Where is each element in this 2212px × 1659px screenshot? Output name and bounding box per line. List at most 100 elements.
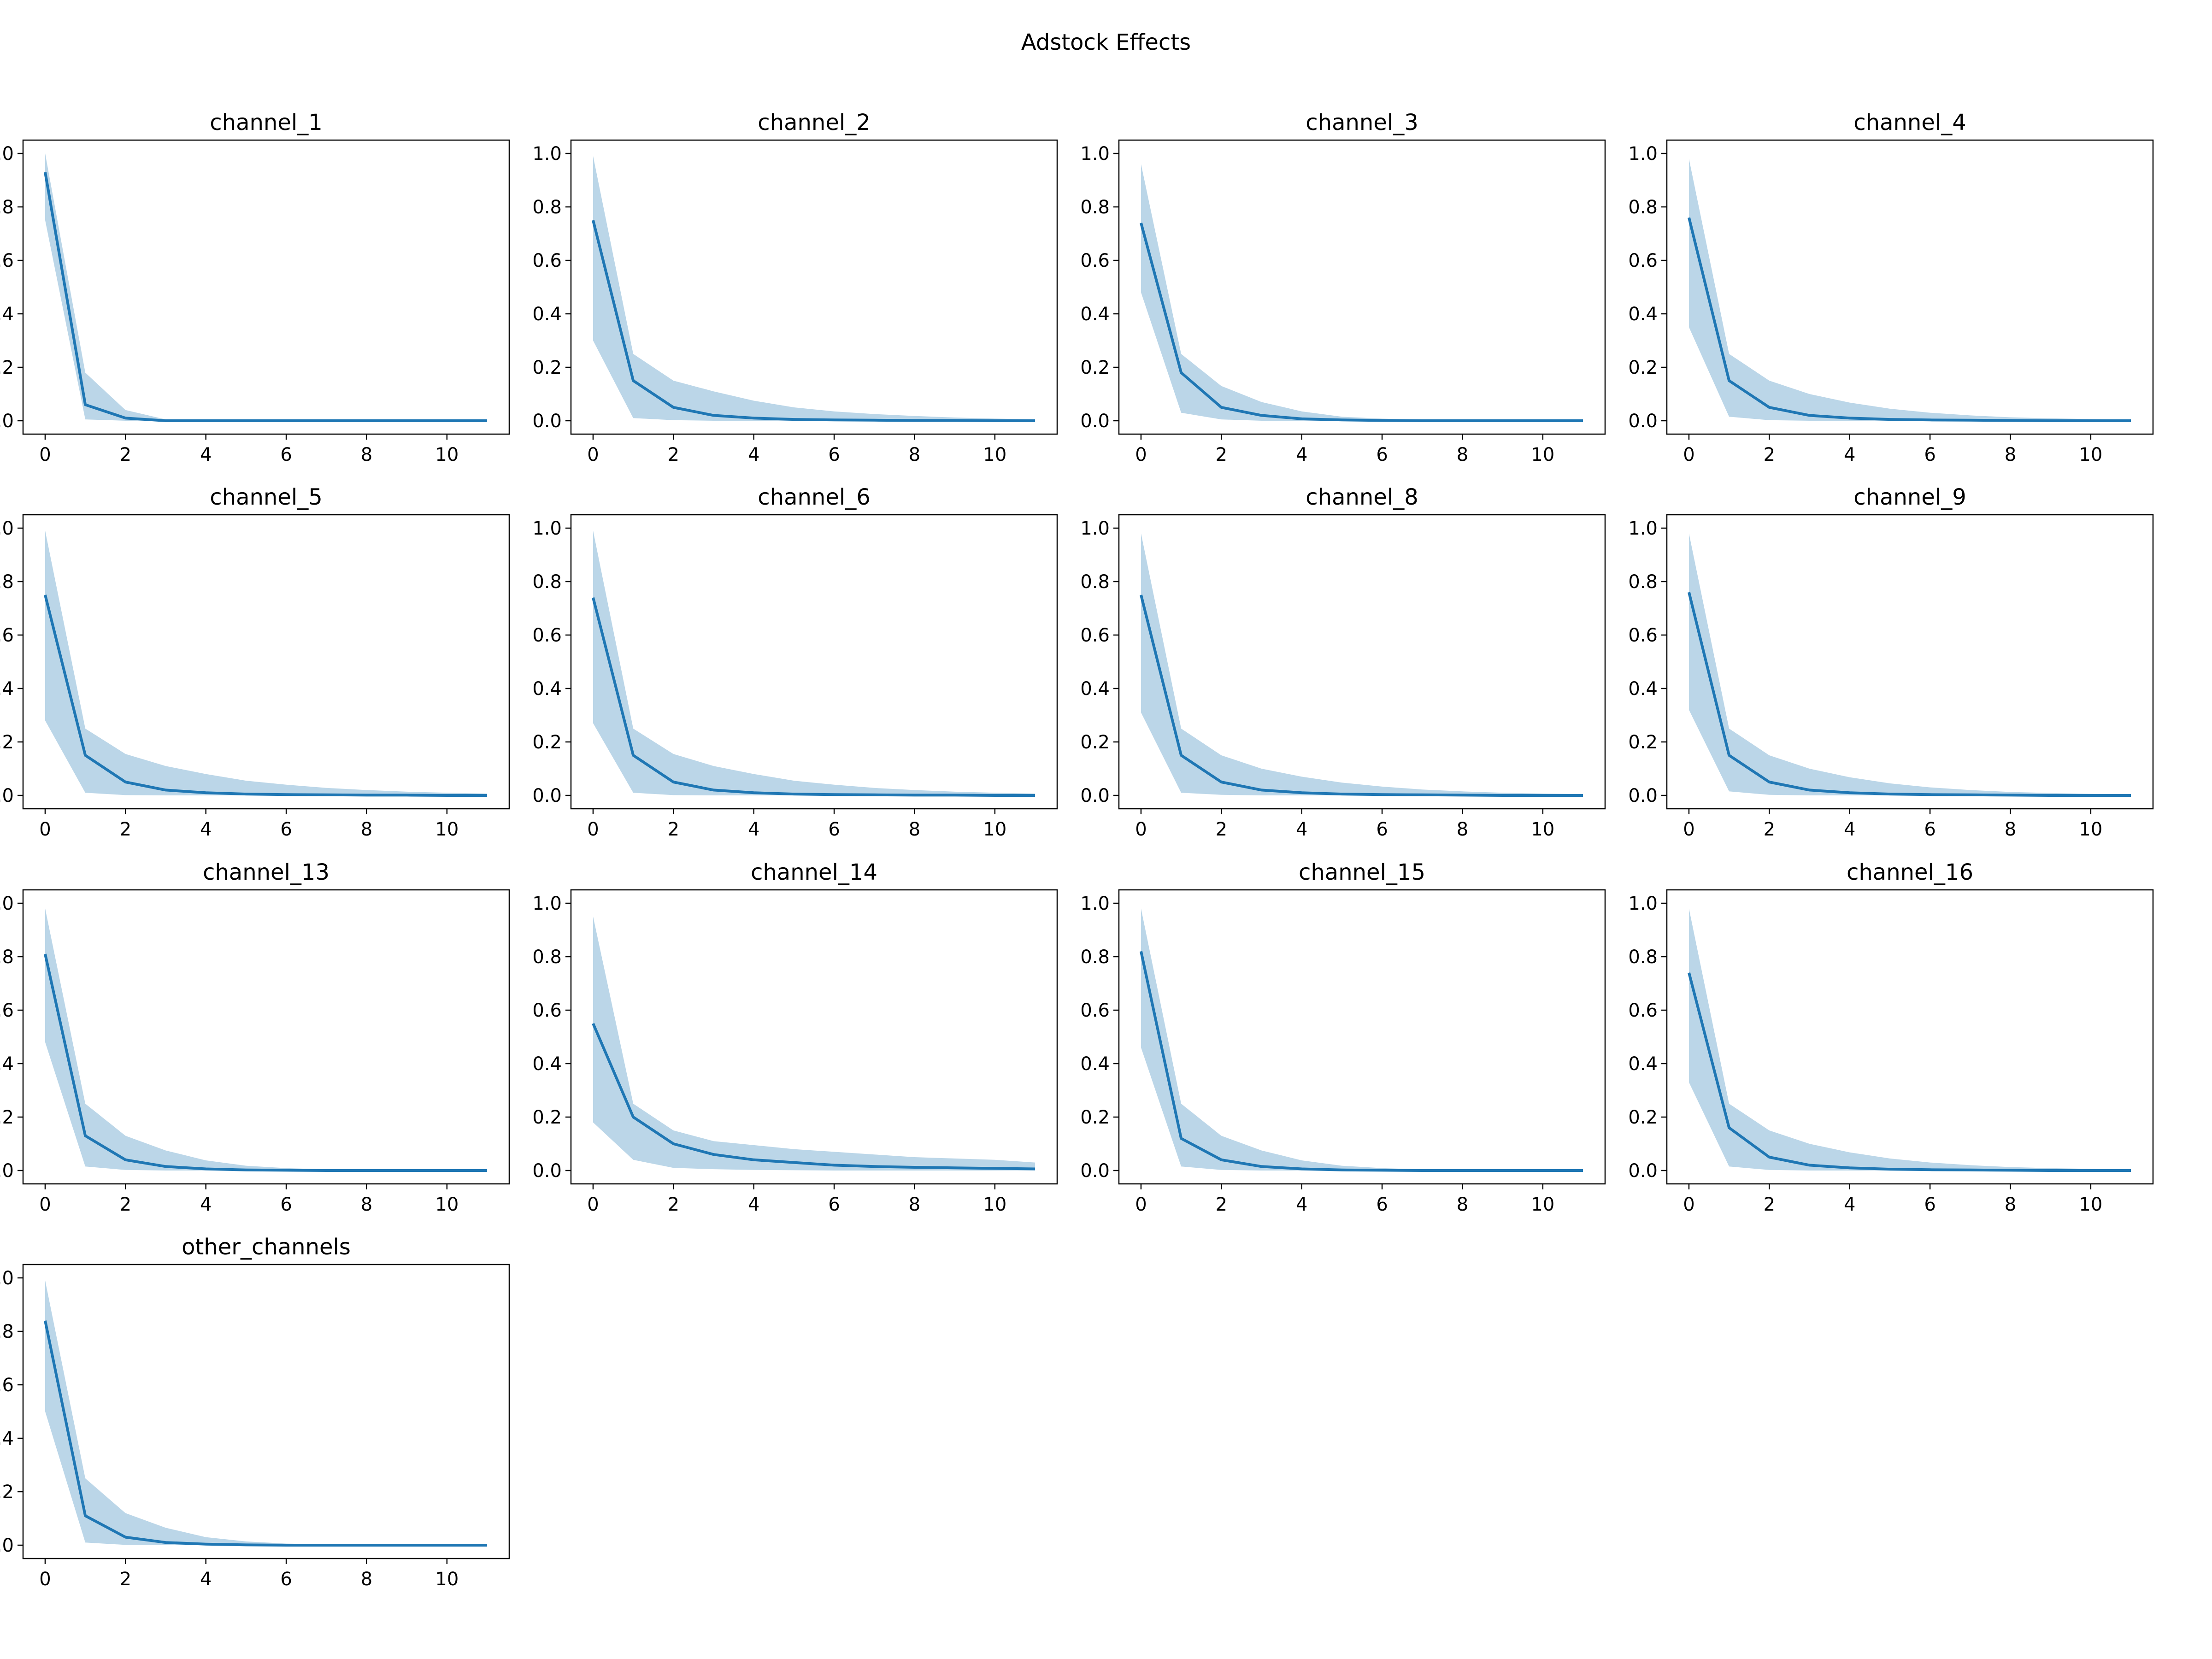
x-tick-label: 8 <box>2005 819 2016 840</box>
x-tick-label: 8 <box>909 444 920 465</box>
x-tick-label: 0 <box>39 1194 51 1215</box>
figure-title: Adstock Effects <box>1021 29 1191 55</box>
x-tick-label: 0 <box>1135 444 1147 465</box>
mean-line <box>1688 217 2131 422</box>
x-tick-label: 6 <box>828 819 840 840</box>
subplots-grid: channel_1 0.0 0.2 0.4 0.6 0.8 1.0 0 2 4 6 8 10 channe… <box>0 110 2154 1590</box>
x-tick-label: 10 <box>435 1569 459 1590</box>
axes-frame <box>1666 889 2154 1185</box>
x-tick-label: 10 <box>1531 819 1554 840</box>
y-tick-label: 0.6 <box>1080 625 1110 646</box>
y-tick-label: 0.8 <box>1628 571 1658 593</box>
x-tick-label: 2 <box>120 819 131 840</box>
x-tick-label: 6 <box>1376 819 1388 840</box>
mean-line <box>1140 594 1583 797</box>
y-tick-label: 0.2 <box>1628 357 1658 378</box>
subplot: channel_15 0.0 0.2 0.4 0.6 0.8 1.0 0 2 4 6 8 10 <box>1080 859 1606 1215</box>
x-tick-label: 8 <box>361 444 372 465</box>
x-tick-label: 6 <box>280 1569 292 1590</box>
x-tick-label: 10 <box>435 444 459 465</box>
y-tick-label: 0.6 <box>532 625 562 646</box>
x-tick-label: 4 <box>748 1194 759 1215</box>
x-tick-label: 2 <box>1216 819 1227 840</box>
y-tick-label: 0.6 <box>1080 250 1110 271</box>
y-tick-label: 0.0 <box>0 1535 14 1556</box>
x-tick-label: 4 <box>200 444 212 465</box>
x-tick-label: 2 <box>668 444 679 465</box>
y-tick-label: 0.2 <box>532 1107 562 1128</box>
x-tick-label: 4 <box>1844 1194 1855 1215</box>
credible-interval-band <box>1141 164 1583 421</box>
x-tick-label: 4 <box>200 1194 212 1215</box>
credible-interval-band <box>45 530 487 795</box>
y-tick-label: 0.0 <box>532 785 562 806</box>
credible-interval-band <box>1689 908 2131 1171</box>
y-tick-label: 0.2 <box>0 1107 14 1128</box>
x-tick-label: 8 <box>909 1194 920 1215</box>
y-tick-label: 0.0 <box>0 1160 14 1182</box>
subplot-title: channel_14 <box>751 859 877 885</box>
credible-interval-band <box>593 917 1035 1171</box>
x-tick-label: 2 <box>1216 1194 1227 1215</box>
subplot-title: channel_4 <box>1853 110 1966 135</box>
x-tick-label: 10 <box>2079 1194 2102 1215</box>
y-tick-label: 0.2 <box>0 732 14 753</box>
y-tick-label: 0.4 <box>1080 678 1110 700</box>
y-tick-label: 0.8 <box>532 197 562 218</box>
y-tick-label: 0.0 <box>0 411 14 432</box>
mean-line <box>44 1320 487 1547</box>
credible-interval-band <box>45 153 487 421</box>
y-tick-label: 0.8 <box>532 947 562 968</box>
y-tick-label: 0.8 <box>0 947 14 968</box>
y-tick-label: 0.8 <box>532 571 562 593</box>
x-tick-label: 6 <box>1924 819 1936 840</box>
y-tick-label: 0.4 <box>532 678 562 700</box>
y-tick-label: 0.8 <box>0 1321 14 1342</box>
subplot: channel_5 0.0 0.2 0.4 0.6 0.8 1.0 0 2 4 6 8 10 <box>0 484 510 840</box>
x-tick-label: 4 <box>1296 444 1307 465</box>
y-tick-label: 1.0 <box>1080 518 1110 539</box>
y-tick-label: 0.4 <box>0 1053 14 1075</box>
subplot-title: channel_5 <box>210 484 322 510</box>
x-tick-label: 10 <box>983 444 1006 465</box>
x-tick-label: 8 <box>361 1194 372 1215</box>
x-tick-label: 2 <box>1764 1194 1775 1215</box>
y-tick-label: 0.8 <box>1628 947 1658 968</box>
subplot-title: channel_1 <box>210 110 322 135</box>
credible-interval-band <box>45 1280 487 1545</box>
x-tick-label: 2 <box>1216 444 1227 465</box>
x-tick-label: 8 <box>2005 444 2016 465</box>
mean-line <box>1688 592 2131 797</box>
mean-line <box>1688 972 2131 1172</box>
y-tick-label: 0.6 <box>1628 1000 1658 1021</box>
mean-line <box>592 1023 1035 1171</box>
x-tick-label: 4 <box>1844 444 1855 465</box>
x-tick-label: 4 <box>1296 1194 1307 1215</box>
y-tick-label: 1.0 <box>0 1268 14 1289</box>
axes-frame <box>1118 139 1606 435</box>
subplot-title: channel_8 <box>1306 484 1418 510</box>
y-tick-label: 0.8 <box>1628 197 1658 218</box>
x-tick-label: 4 <box>200 1569 212 1590</box>
x-tick-label: 0 <box>39 444 51 465</box>
x-tick-label: 2 <box>120 1569 131 1590</box>
x-tick-label: 6 <box>828 444 840 465</box>
y-tick-label: 1.0 <box>0 518 14 539</box>
mean-line <box>592 597 1035 797</box>
y-tick-label: 0.6 <box>0 250 14 271</box>
x-tick-label: 2 <box>1764 819 1775 840</box>
subplot-title: channel_3 <box>1306 110 1418 135</box>
y-tick-label: 0.0 <box>1628 411 1658 432</box>
x-tick-label: 0 <box>39 819 51 840</box>
y-tick-label: 0.0 <box>1080 785 1110 806</box>
y-tick-label: 0.2 <box>532 357 562 378</box>
y-tick-label: 0.0 <box>532 1160 562 1182</box>
subplot: channel_8 0.0 0.2 0.4 0.6 0.8 1.0 0 2 4 6 8 10 <box>1080 484 1606 840</box>
y-tick-label: 0.6 <box>1628 250 1658 271</box>
x-tick-label: 4 <box>748 819 759 840</box>
y-tick-label: 0.0 <box>0 785 14 806</box>
y-tick-label: 0.6 <box>532 250 562 271</box>
subplot: channel_1 0.0 0.2 0.4 0.6 0.8 1.0 0 2 4 6 8 10 <box>0 110 510 465</box>
x-tick-label: 10 <box>1531 444 1554 465</box>
